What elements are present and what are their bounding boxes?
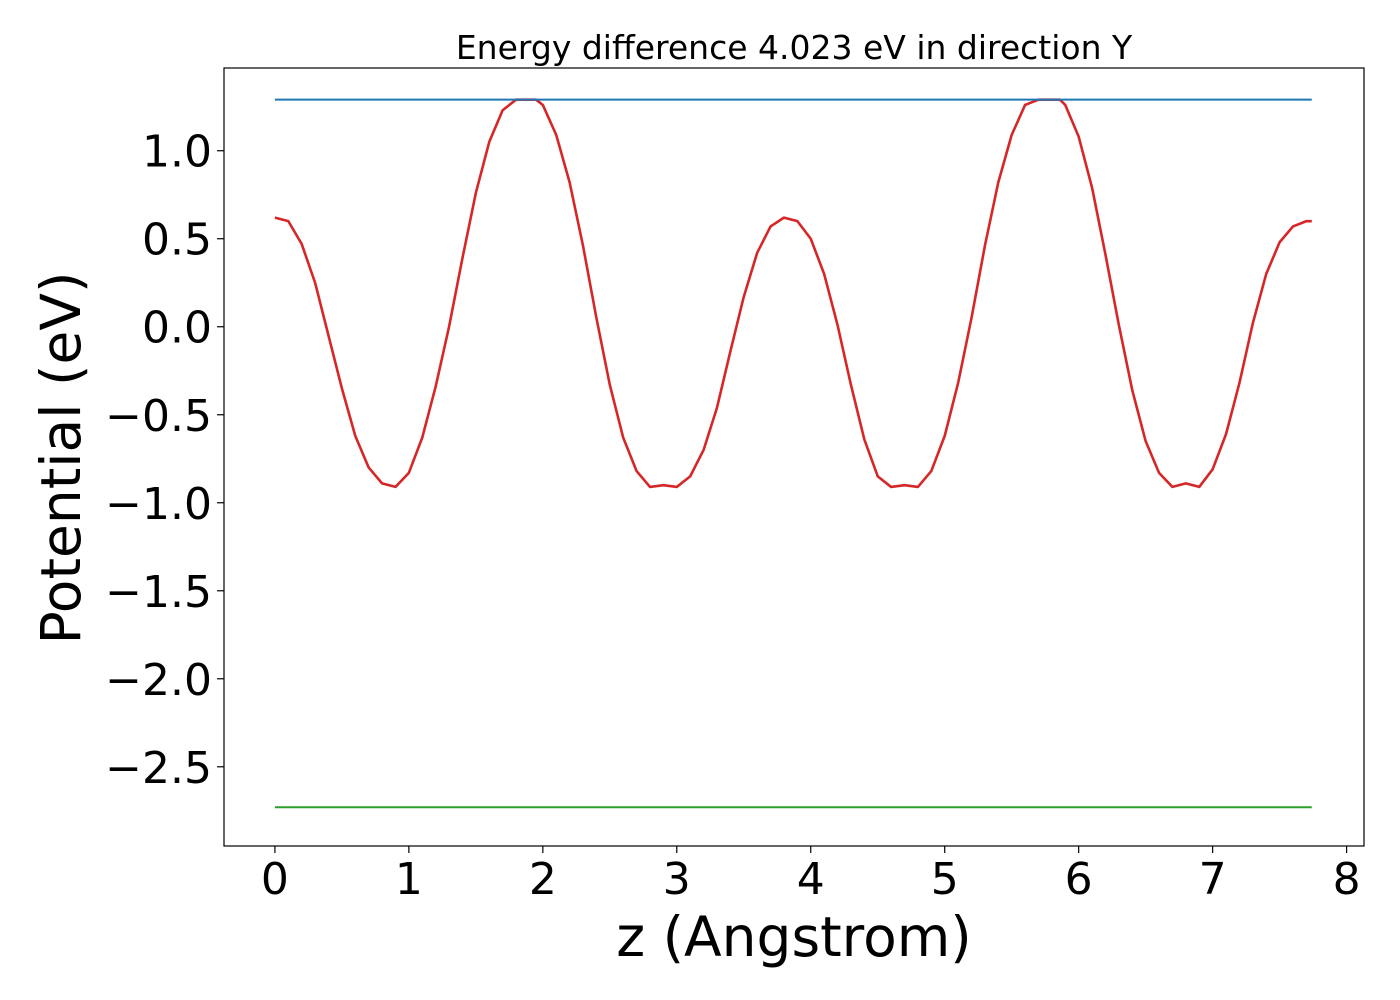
y-axis: 1.0 0.5 0.0 −0.5 −1.0 −1.5 −2.0 −2.5 [105, 127, 224, 794]
x-tick-label: 0 [261, 854, 289, 905]
x-tick-label: 1 [395, 854, 423, 905]
x-tick-label: 6 [1065, 854, 1093, 905]
chart-title: Energy difference 4.023 eV in direction … [456, 28, 1133, 67]
x-tick-label: 5 [931, 854, 959, 905]
y-axis-label: Potential (eV) [29, 272, 93, 645]
plot-area [274, 98, 1312, 809]
series-line-0 [274, 98, 1312, 489]
y-tick-label: −0.5 [105, 391, 212, 442]
x-tick-label: 2 [529, 854, 557, 905]
plot-frame [223, 67, 1365, 847]
y-tick-label: 0.5 [142, 215, 212, 266]
y-tick-label: −2.0 [105, 655, 212, 706]
x-tick-label: 4 [797, 854, 825, 905]
x-axis: 0 1 2 3 4 5 6 7 8 [261, 846, 1361, 905]
x-tick-label: 7 [1199, 854, 1227, 905]
y-tick-label: −1.0 [105, 479, 212, 530]
y-tick-label: −2.5 [105, 743, 212, 794]
x-tick-label: 8 [1333, 854, 1361, 905]
y-tick-label: 1.0 [142, 127, 212, 178]
x-tick-label: 3 [663, 854, 691, 905]
y-tick-label: −1.5 [105, 567, 212, 618]
x-axis-label: z (Angstrom) [616, 905, 972, 969]
y-tick-label: 0.0 [142, 303, 212, 354]
